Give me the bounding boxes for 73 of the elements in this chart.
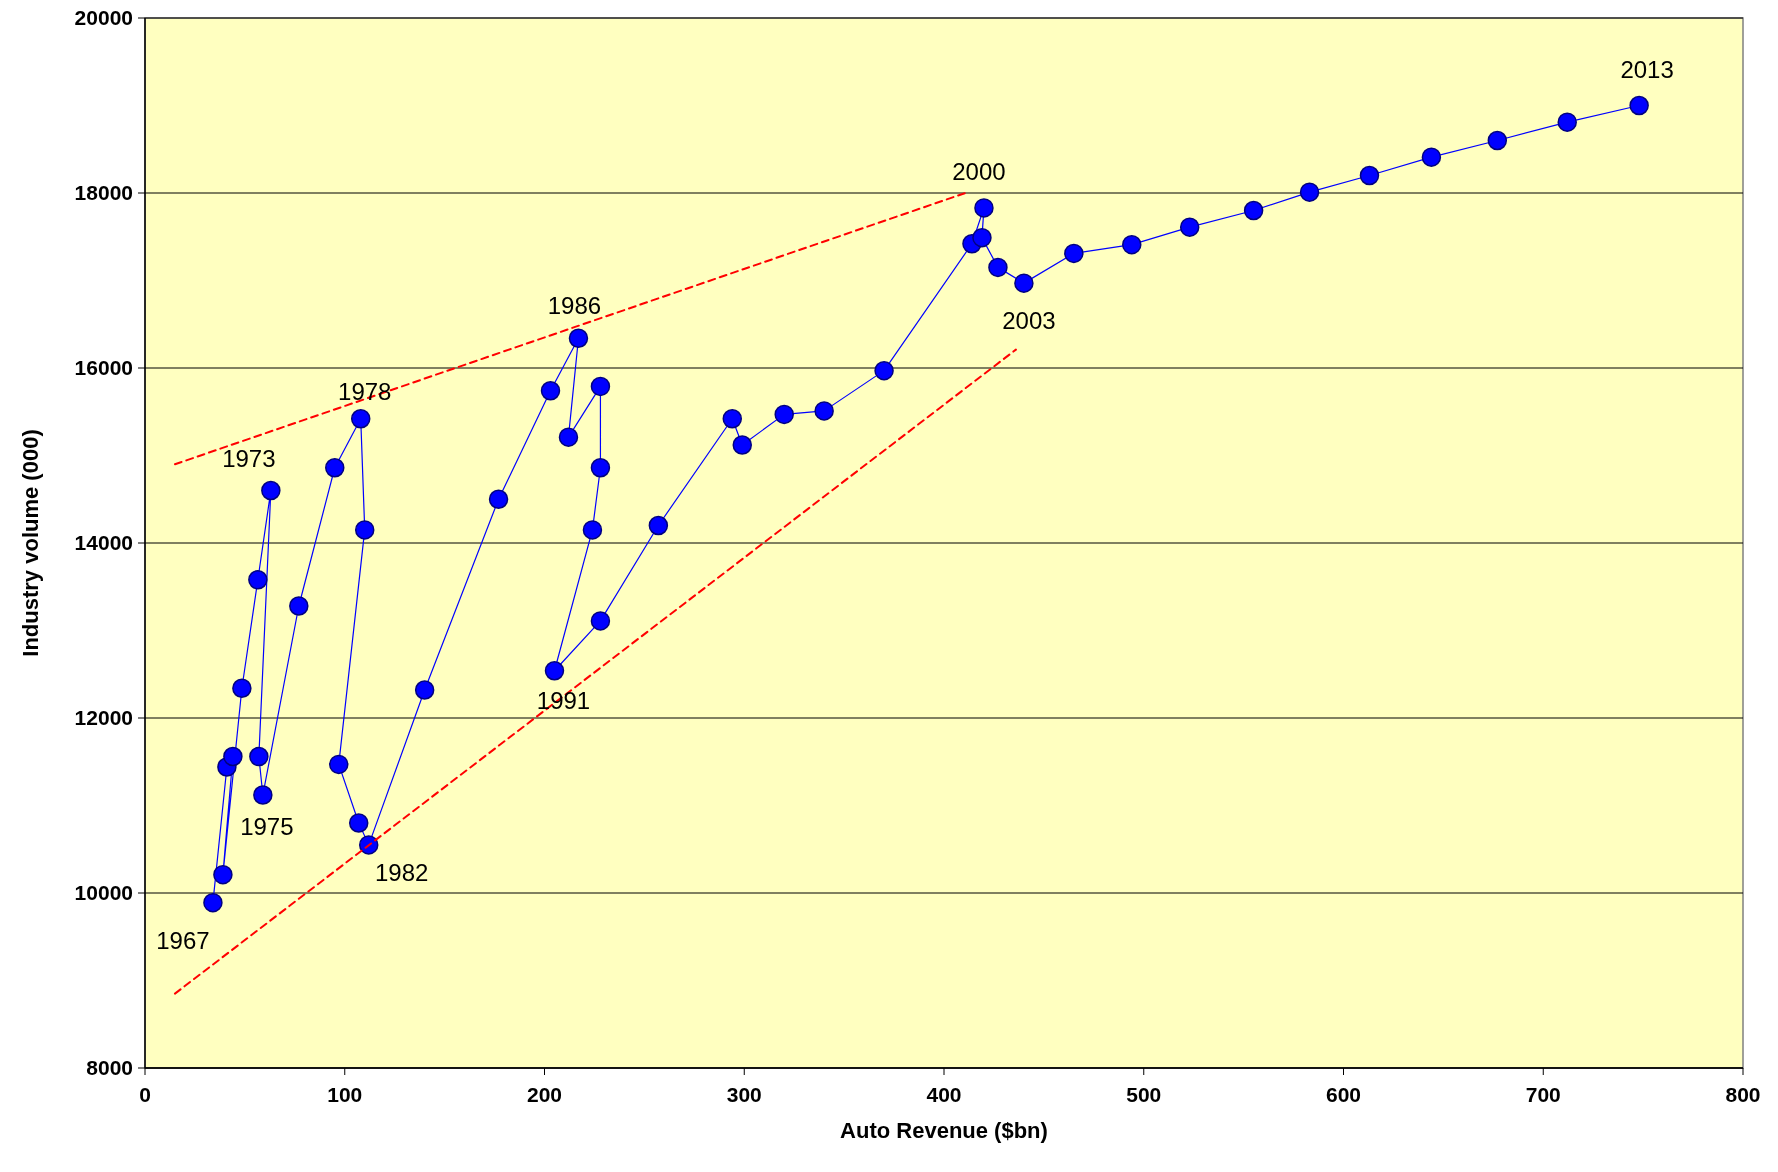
point bbox=[590, 376, 611, 397]
point bbox=[223, 746, 243, 767]
point bbox=[722, 409, 743, 429]
x-tick-label: 200 bbox=[526, 1083, 563, 1106]
point bbox=[558, 427, 579, 447]
annotation: 1967 bbox=[156, 927, 210, 955]
x-tick-label: 400 bbox=[926, 1083, 962, 1106]
point bbox=[249, 746, 269, 767]
point bbox=[1243, 200, 1264, 221]
x-tick-label: 300 bbox=[726, 1083, 762, 1106]
x-tick-label: 600 bbox=[1325, 1083, 1362, 1106]
annotation: 2000 bbox=[952, 158, 1006, 186]
point bbox=[974, 198, 994, 218]
y-tick-label: 18000 bbox=[74, 181, 133, 205]
point bbox=[1014, 273, 1034, 293]
annotation: 1978 bbox=[338, 378, 392, 406]
point bbox=[874, 360, 894, 381]
annotation: 1986 bbox=[547, 291, 602, 319]
x-tick-label: 100 bbox=[327, 1083, 363, 1106]
x-axis-title: Auto Revenue ($bn) bbox=[840, 1118, 1048, 1143]
point bbox=[329, 754, 349, 775]
point bbox=[1179, 217, 1200, 237]
point bbox=[814, 401, 834, 421]
point bbox=[358, 835, 379, 855]
point bbox=[350, 409, 371, 429]
point bbox=[590, 611, 611, 631]
point bbox=[540, 381, 561, 401]
annotation: 1973 bbox=[222, 444, 276, 472]
annotation: 2013 bbox=[1620, 55, 1674, 83]
point bbox=[1487, 130, 1508, 151]
x-tick-label: 800 bbox=[1725, 1083, 1761, 1106]
point bbox=[253, 785, 273, 805]
point bbox=[348, 813, 369, 833]
point bbox=[1557, 112, 1577, 132]
point bbox=[590, 458, 611, 478]
y-tick-label: 10000 bbox=[74, 881, 133, 905]
point bbox=[1359, 165, 1380, 186]
x-tick-label: 700 bbox=[1525, 1083, 1561, 1106]
point bbox=[203, 892, 223, 913]
y-tick-label: 8000 bbox=[86, 1056, 133, 1080]
point bbox=[325, 458, 345, 478]
point bbox=[488, 489, 509, 509]
y-tick-label: 16000 bbox=[74, 356, 133, 380]
x-tick-label: 0 bbox=[139, 1083, 151, 1106]
point bbox=[1122, 234, 1142, 255]
point bbox=[1064, 243, 1084, 264]
point bbox=[289, 596, 309, 616]
point bbox=[568, 328, 589, 348]
point bbox=[774, 404, 794, 425]
y-tick-label: 12000 bbox=[74, 706, 133, 730]
annotation: 1991 bbox=[536, 687, 591, 715]
y-tick-label: 14000 bbox=[74, 531, 133, 555]
point bbox=[1421, 147, 1442, 167]
point bbox=[248, 570, 268, 590]
point bbox=[414, 680, 435, 700]
y-tick-label: 20000 bbox=[74, 6, 133, 30]
point bbox=[582, 520, 603, 540]
point bbox=[1299, 182, 1320, 202]
point bbox=[988, 257, 1008, 278]
point bbox=[232, 678, 252, 698]
x-tick-label: 500 bbox=[1126, 1083, 1162, 1106]
point bbox=[354, 520, 375, 540]
annotation: 2003 bbox=[1002, 306, 1056, 334]
y-axis-title: Industry volume (000) bbox=[18, 429, 43, 657]
annotation: 1982 bbox=[375, 859, 429, 887]
point bbox=[1629, 95, 1649, 116]
point bbox=[732, 435, 752, 455]
point bbox=[544, 661, 565, 681]
point bbox=[972, 227, 992, 248]
annotation: 1975 bbox=[240, 813, 294, 841]
point bbox=[261, 480, 281, 501]
point bbox=[648, 515, 669, 536]
point bbox=[213, 864, 233, 885]
